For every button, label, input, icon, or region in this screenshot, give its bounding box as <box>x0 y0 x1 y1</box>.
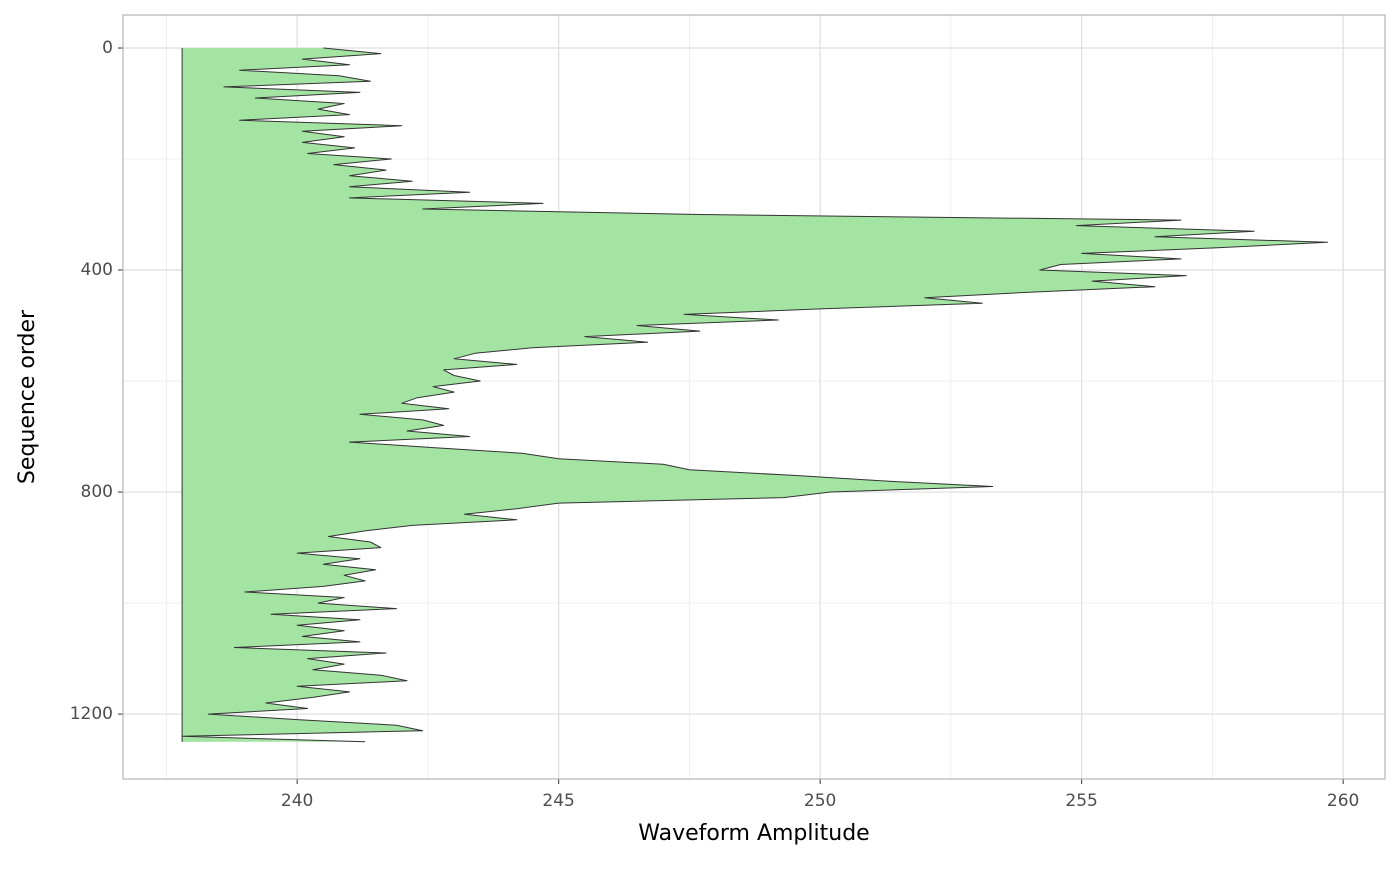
area-fill <box>182 48 1328 742</box>
x-tick-label: 255 <box>1065 791 1097 811</box>
x-tick-label: 240 <box>281 791 313 811</box>
y-tick-label: 0 <box>102 38 113 58</box>
y-tick-label: 1200 <box>70 704 113 724</box>
panel-border <box>122 14 1386 780</box>
y-tick-label: 400 <box>81 260 113 280</box>
y-tick-label: 800 <box>81 482 113 502</box>
x-tick-label: 245 <box>542 791 574 811</box>
x-axis-title: Waveform Amplitude <box>638 821 869 846</box>
x-tick-label: 250 <box>804 791 836 811</box>
x-tick-label: 260 <box>1327 791 1359 811</box>
y-axis-title: Sequence order <box>15 309 40 484</box>
area-outline <box>181 47 1328 743</box>
